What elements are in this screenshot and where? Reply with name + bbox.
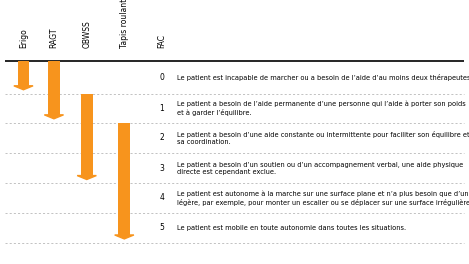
Bar [18, 61, 29, 86]
Bar [48, 61, 60, 115]
Text: 2: 2 [159, 133, 164, 143]
Text: FAC: FAC [157, 34, 166, 48]
Polygon shape [14, 86, 33, 90]
Polygon shape [77, 176, 97, 180]
Text: Le patient est autonome à la marche sur une surface plane et n’a plus besoin que: Le patient est autonome à la marche sur … [177, 190, 469, 206]
Text: Le patient a besoin d’une aide constante ou intermittente pour faciliter son équ: Le patient a besoin d’une aide constante… [177, 131, 469, 145]
Text: 1: 1 [159, 104, 164, 113]
Text: Le patient est incapable de marcher ou a besoin de l’aide d’au moins deux thérap: Le patient est incapable de marcher ou a… [177, 74, 469, 81]
Text: Erigo: Erigo [19, 28, 28, 48]
Text: 0: 0 [159, 73, 164, 82]
Text: OBWSS: OBWSS [82, 20, 91, 48]
Text: RAGT: RAGT [49, 27, 59, 48]
Bar [81, 94, 92, 176]
Polygon shape [44, 115, 63, 119]
Text: Le patient est mobile en toute autonomie dans toutes les situations.: Le patient est mobile en toute autonomie… [177, 225, 407, 231]
Text: Le patient a besoin d’un soutien ou d’un accompagnement verbal, une aide physiqu: Le patient a besoin d’un soutien ou d’un… [177, 162, 463, 175]
Text: 4: 4 [159, 194, 164, 202]
Polygon shape [114, 235, 134, 239]
Bar [118, 123, 130, 235]
Text: Le patient a besoin de l’aide permanente d’une personne qui l’aide à porter son : Le patient a besoin de l’aide permanente… [177, 101, 466, 116]
Text: 3: 3 [159, 164, 164, 173]
Text: Tapis roulant: Tapis roulant [120, 0, 129, 48]
Text: 5: 5 [159, 223, 164, 232]
